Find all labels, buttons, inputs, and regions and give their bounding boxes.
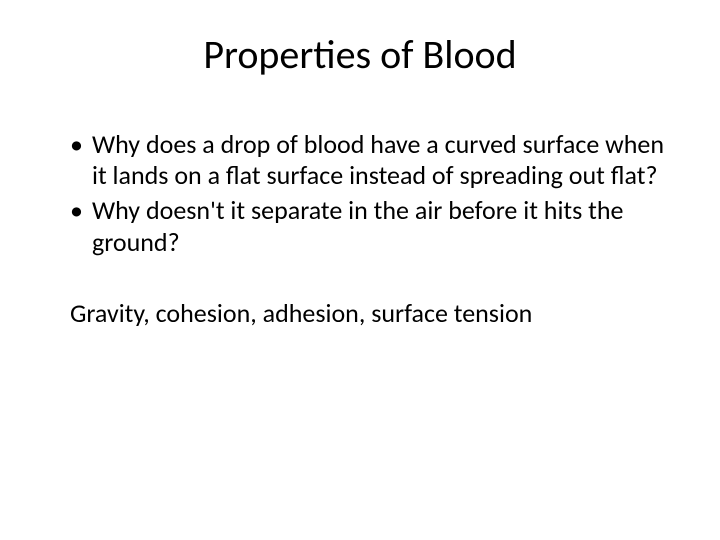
bullet-item: Why doesn't it separate in the air befor… <box>70 195 670 257</box>
slide-title: Properties of Blood <box>50 30 670 79</box>
slide-content: Why does a drop of blood have a curved s… <box>50 129 670 329</box>
slide-container: Properties of Blood Why does a drop of b… <box>0 0 720 540</box>
bullet-item: Why does a drop of blood have a curved s… <box>70 129 670 191</box>
answer-text: Gravity, cohesion, adhesion, surface ten… <box>50 298 670 329</box>
bullet-list: Why does a drop of blood have a curved s… <box>50 129 670 258</box>
